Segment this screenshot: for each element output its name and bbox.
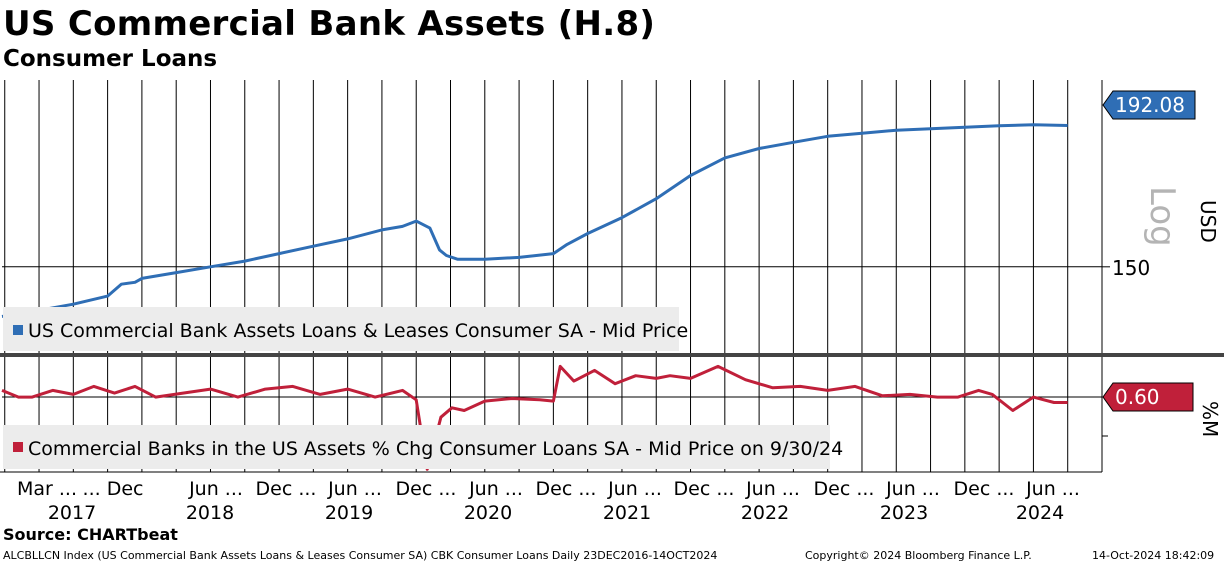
x-tick-label-month: Dec ... (536, 478, 597, 500)
x-tick-label-month: Jun ... (607, 478, 662, 500)
x-tick-label-year: 2018 (186, 502, 234, 524)
footer-timestamp: 14-Oct-2024 18:42:09 (1092, 549, 1215, 562)
x-tick-label-month: Dec ... (814, 478, 875, 500)
x-tick-label-month: Jun ... (188, 478, 243, 500)
x-tick-label-year: 2023 (880, 502, 928, 524)
x-tick-label-month: Mar ... (17, 478, 77, 500)
x-tick-label-year: 2017 (48, 502, 96, 524)
last-value-bottom-label: 0.60 (1115, 385, 1160, 409)
x-tick-label-year: 2021 (603, 502, 651, 524)
x-tick-label-month: ... Dec (83, 478, 144, 500)
x-tick-label-year: 2020 (464, 502, 512, 524)
chart-title: US Commercial Bank Assets (H.8) (3, 4, 656, 44)
y-axis-title-top: USD (1196, 200, 1220, 243)
last-value-bottom-tag (1102, 382, 1194, 412)
source-note: Source: CHARTbeat (3, 525, 178, 544)
legend-swatch-bottom (13, 442, 23, 452)
x-tick-label-month: Jun ... (885, 478, 940, 500)
scale-label: Log (1142, 186, 1182, 247)
x-tick-label-month: Dec ... (256, 478, 317, 500)
footer-copyright: Copyright© 2024 Bloomberg Finance L.P. (805, 549, 1032, 562)
x-tick-label-year: 2019 (325, 502, 373, 524)
y-tick-label: 150 (1112, 256, 1150, 280)
y-axis-title-bottom: %M (1198, 401, 1222, 437)
last-value-top-tag (1102, 90, 1196, 120)
series-line-pct-change (1, 364, 1068, 471)
x-tick-label-month: Jun ... (1025, 478, 1080, 500)
x-tick-label-month: Jun ... (468, 478, 523, 500)
x-tick-label-month: Dec ... (954, 478, 1015, 500)
x-tick-label-year: 2022 (741, 502, 789, 524)
x-tick-label-month: Dec ... (674, 478, 735, 500)
legend-label-bottom: Commercial Banks in the US Assets % Chg … (28, 438, 843, 460)
x-tick-label-month: Dec ... (396, 478, 457, 500)
last-value-top-label: 192.08 (1115, 93, 1185, 117)
x-tick-label-month: Jun ... (745, 478, 800, 500)
x-tick-label-year: 2024 (1016, 502, 1064, 524)
legend-box-top (3, 307, 679, 351)
chart-subtitle: Consumer Loans (3, 46, 218, 72)
legend-swatch-top (13, 325, 23, 335)
series-line-consumer-loans (1, 123, 1068, 318)
legend-label-top: US Commercial Bank Assets Loans & Leases… (28, 320, 688, 342)
x-tick-label-month: Jun ... (327, 478, 382, 500)
legend-box-bottom (3, 425, 830, 469)
footer-description: ALCBLLCN Index (US Commercial Bank Asset… (3, 549, 718, 562)
